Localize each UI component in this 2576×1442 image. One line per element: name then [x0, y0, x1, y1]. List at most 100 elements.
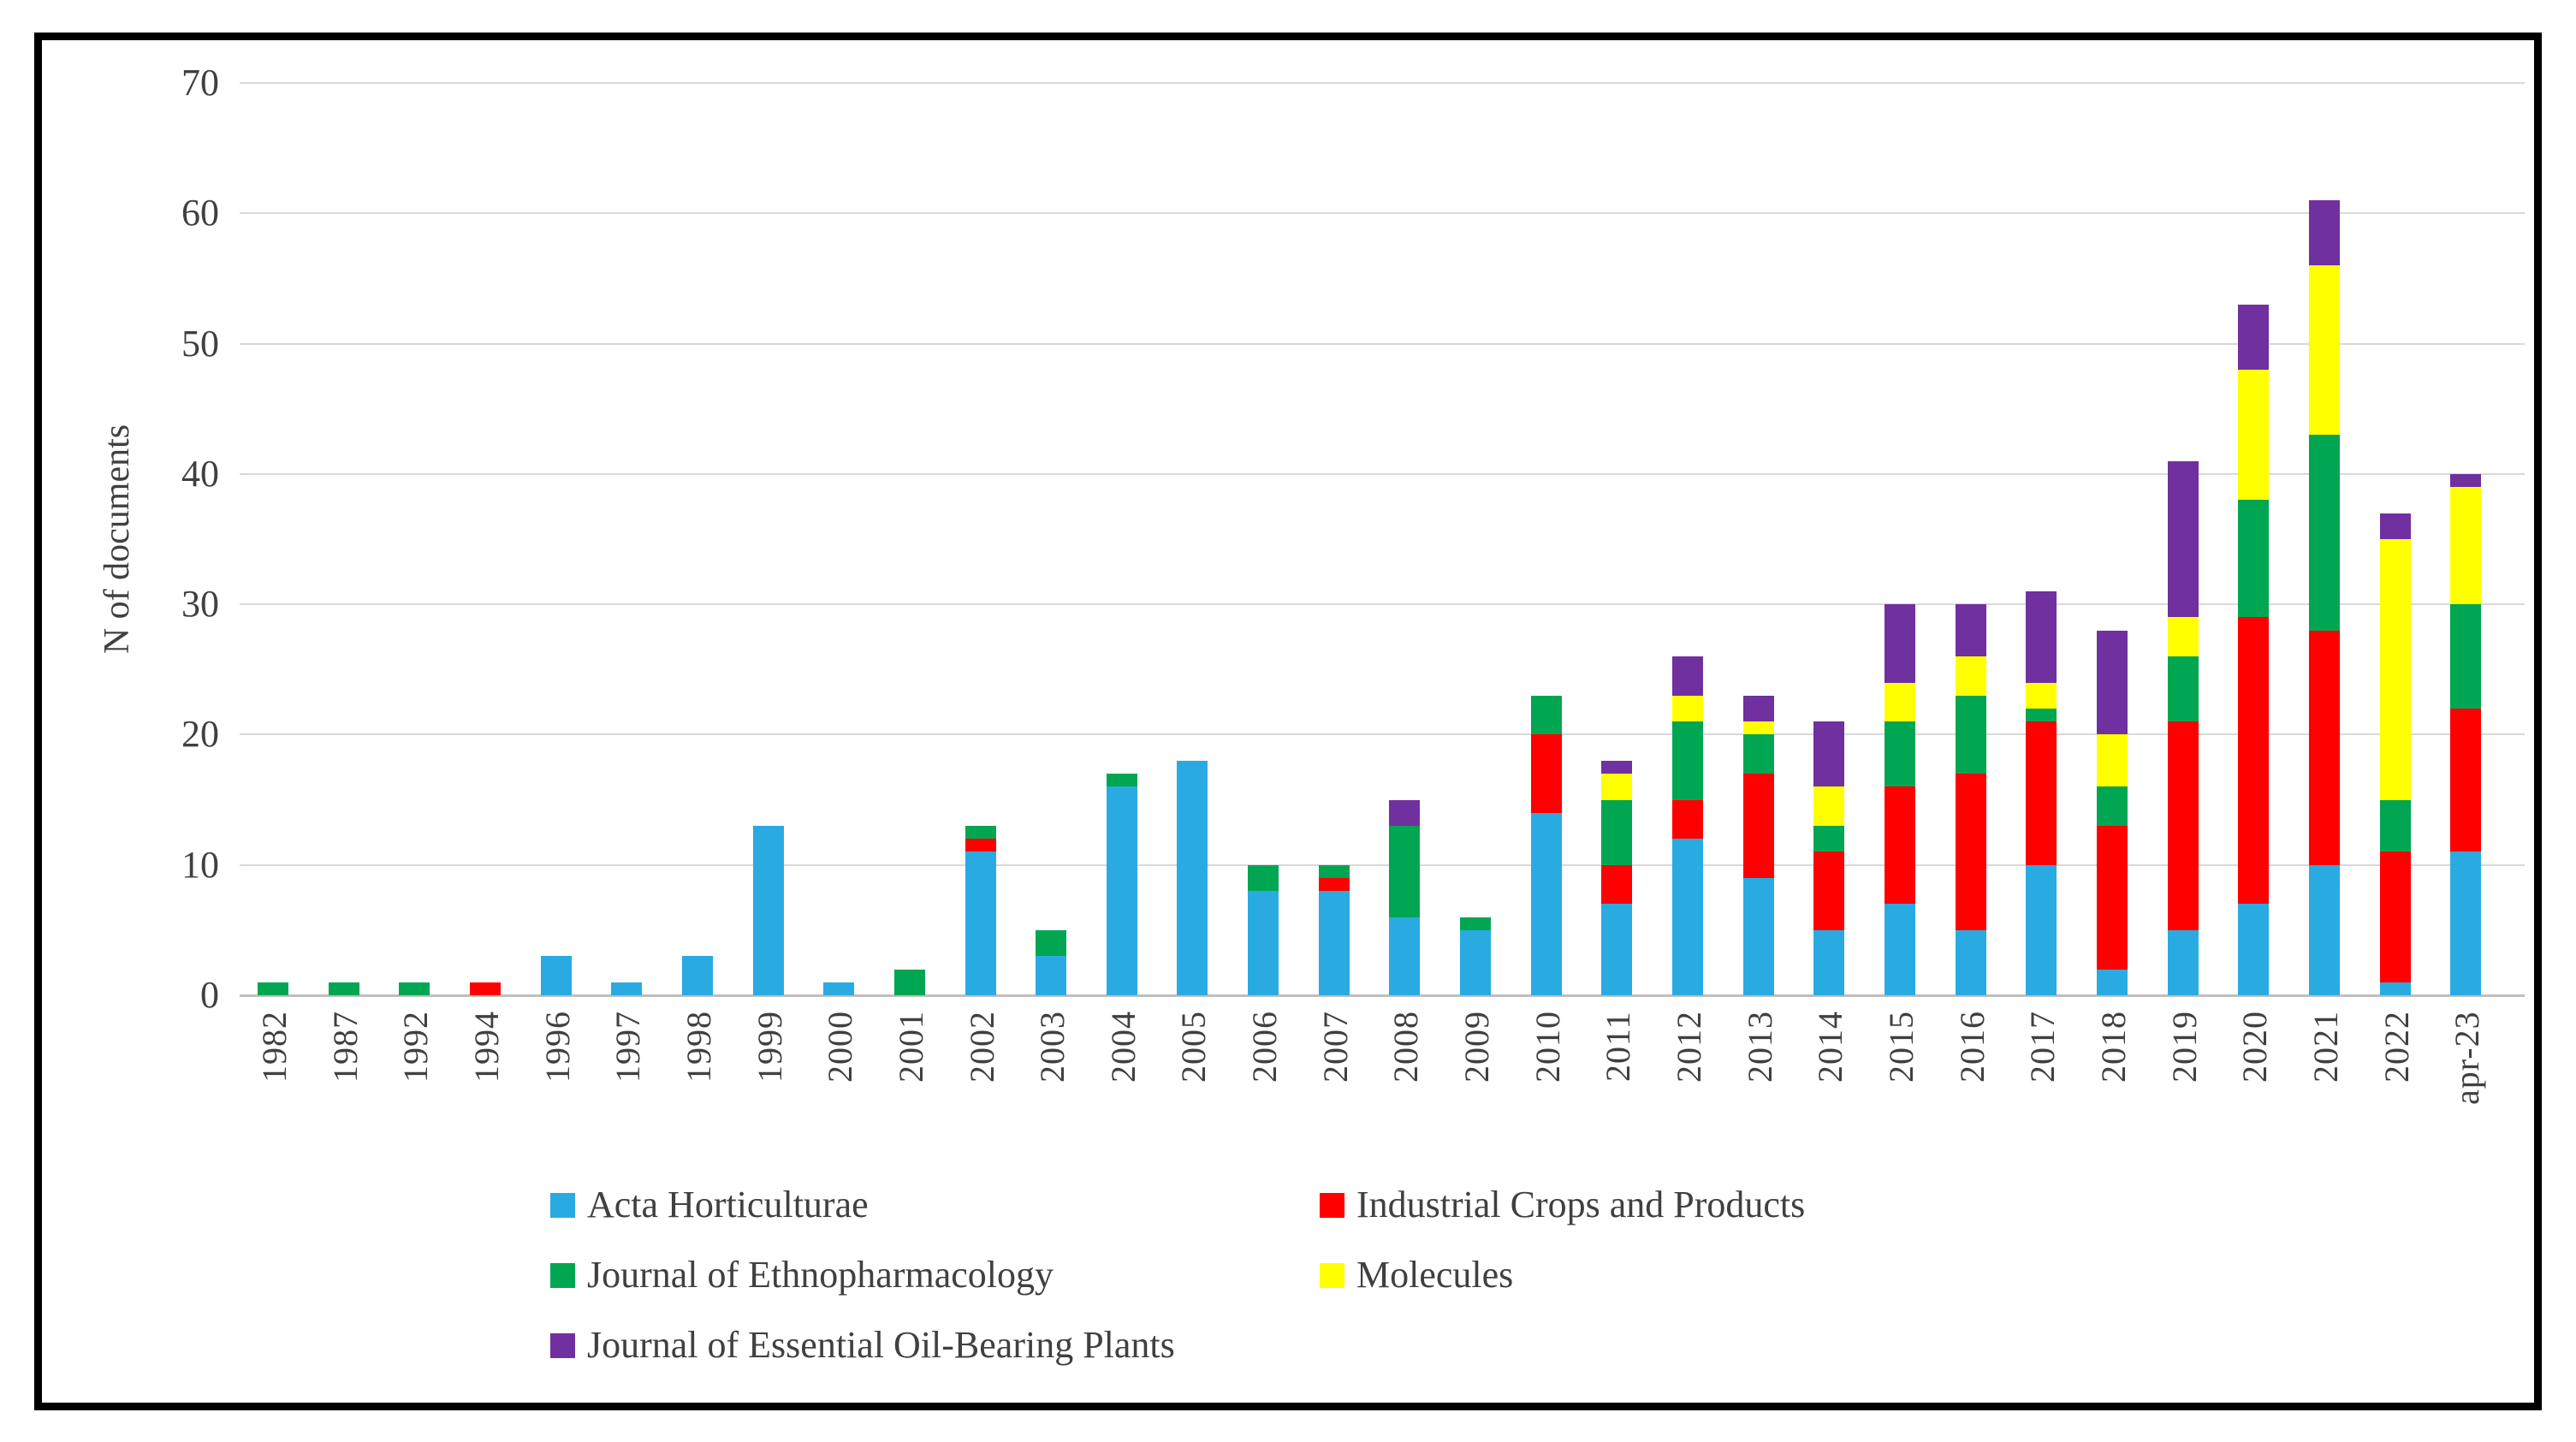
x-tick-label-2014: 2014 [1811, 1011, 1849, 1083]
bar-2013-molecules [1743, 721, 1774, 734]
bar-2021-journal-of-ethnopharmacology [2309, 435, 2340, 631]
bar-2008-journal-of-ethnopharmacology [1389, 826, 1420, 917]
bar-2006-journal-of-ethnopharmacology [1248, 865, 1279, 891]
x-tick-label-1994: 1994 [467, 1011, 506, 1083]
bar-2019-journal-of-essential-oil-bearing-plants [2168, 461, 2199, 617]
bar-2011-journal-of-ethnopharmacology [1601, 800, 1632, 865]
y-tick-label-0: 0 [200, 974, 219, 1016]
x-tick-label-1998: 1998 [680, 1011, 718, 1083]
bar-2013-journal-of-ethnopharmacology [1743, 734, 1774, 774]
bar-2022-acta-horticulturae [2380, 982, 2411, 995]
bar-2012-industrial-crops-and-products [1672, 800, 1703, 839]
bar-2010-industrial-crops-and-products [1531, 734, 1562, 813]
legend-label: Industrial Crops and Products [1356, 1184, 1806, 1225]
bar-2012-acta-horticulturae [1672, 839, 1703, 995]
bar-2016-journal-of-ethnopharmacology [1956, 696, 1986, 774]
bar-2020-journal-of-ethnopharmacology [2238, 500, 2269, 617]
bar-2019-journal-of-ethnopharmacology [2168, 656, 2199, 721]
bar-2007-industrial-crops-and-products [1319, 878, 1350, 891]
x-tick-label-apr-23: apr-23 [2448, 1011, 2486, 1105]
x-tick-label-2004: 2004 [1104, 1011, 1143, 1083]
bar-2004-acta-horticulturae [1107, 786, 1137, 995]
bar-2015-journal-of-essential-oil-bearing-plants [1885, 604, 1915, 683]
bar-2013-journal-of-essential-oil-bearing-plants [1743, 696, 1774, 721]
bar-2015-molecules [1885, 683, 1915, 721]
bar-2006-acta-horticulturae [1248, 891, 1279, 995]
bar-2016-industrial-crops-and-products [1956, 774, 1986, 930]
bar-2015-industrial-crops-and-products [1885, 786, 1915, 904]
bar-2018-journal-of-essential-oil-bearing-plants [2097, 631, 2128, 734]
bar-2012-molecules [1672, 696, 1703, 721]
bar-2002-industrial-crops-and-products [965, 839, 996, 852]
x-tick-label-1982: 1982 [255, 1011, 294, 1083]
y-tick-label-50: 50 [181, 323, 219, 365]
bar-apr-23-acta-horticulturae [2450, 852, 2481, 995]
legend-swatch-icon [550, 1332, 575, 1358]
legend-label: Journal of Ethnopharmacology [587, 1254, 1054, 1296]
y-tick-label-10: 10 [181, 844, 219, 886]
bar-2008-acta-horticulturae [1389, 917, 1420, 995]
bar-2019-molecules [2168, 617, 2199, 656]
x-tick-label-1987: 1987 [326, 1011, 365, 1083]
bar-1994-industrial-crops-and-products [470, 982, 501, 995]
bar-2002-journal-of-ethnopharmacology [965, 826, 996, 839]
bar-2012-journal-of-essential-oil-bearing-plants [1672, 656, 1703, 696]
bar-2013-acta-horticulturae [1743, 878, 1774, 995]
figure-frame [34, 33, 2542, 1410]
bar-2022-journal-of-essential-oil-bearing-plants [2380, 513, 2411, 539]
bar-2011-industrial-crops-and-products [1601, 865, 1632, 904]
x-tick-label-2021: 2021 [2306, 1011, 2345, 1083]
bar-2021-molecules [2309, 265, 2340, 435]
bar-1997-acta-horticulturae [611, 982, 642, 995]
bar-2018-acta-horticulturae [2097, 970, 2128, 995]
bar-2016-acta-horticulturae [1956, 930, 1986, 995]
bar-1996-acta-horticulturae [541, 956, 572, 995]
x-tick-label-2016: 2016 [1953, 1011, 1991, 1083]
x-tick-label-1992: 1992 [396, 1011, 435, 1083]
bar-2022-molecules [2380, 539, 2411, 800]
bar-2017-molecules [2026, 683, 2057, 709]
bar-2018-industrial-crops-and-products [2097, 826, 2128, 970]
bar-2020-molecules [2238, 370, 2269, 500]
bar-2019-industrial-crops-and-products [2168, 721, 2199, 930]
x-tick-label-2007: 2007 [1316, 1011, 1355, 1083]
gridline-50 [240, 343, 2525, 345]
x-tick-label-2001: 2001 [892, 1011, 930, 1083]
x-tick-label-2003: 2003 [1033, 1011, 1071, 1083]
legend-label: Journal of Essential Oil-Bearing Plants [587, 1324, 1175, 1366]
legend-item-journal-of-essential-oil-bearing-plants: Journal of Essential Oil-Bearing Plants [550, 1326, 1175, 1364]
bar-2020-industrial-crops-and-products [2238, 617, 2269, 904]
legend-swatch-icon [550, 1262, 575, 1288]
bar-1987-journal-of-ethnopharmacology [329, 982, 359, 995]
x-tick-label-2008: 2008 [1386, 1011, 1425, 1083]
bar-2014-journal-of-ethnopharmacology [1813, 826, 1844, 852]
x-axis-line [240, 994, 2525, 997]
bar-2017-acta-horticulturae [2026, 865, 2057, 995]
bar-2008-journal-of-essential-oil-bearing-plants [1389, 800, 1420, 826]
bar-1992-journal-of-ethnopharmacology [399, 982, 430, 995]
x-tick-label-2012: 2012 [1670, 1011, 1708, 1083]
bar-2015-acta-horticulturae [1885, 904, 1915, 995]
bar-2014-journal-of-essential-oil-bearing-plants [1813, 721, 1844, 786]
bar-2014-acta-horticulturae [1813, 930, 1844, 995]
bar-2004-journal-of-ethnopharmacology [1107, 774, 1137, 786]
x-tick-label-2013: 2013 [1741, 1011, 1779, 1083]
bar-2021-acta-horticulturae [2309, 865, 2340, 995]
bar-1998-acta-horticulturae [682, 956, 713, 995]
x-tick-label-2002: 2002 [963, 1011, 1001, 1083]
gridline-20 [240, 733, 2525, 735]
x-tick-label-2009: 2009 [1457, 1011, 1496, 1083]
bar-2022-industrial-crops-and-products [2380, 852, 2411, 982]
x-tick-label-2006: 2006 [1245, 1011, 1284, 1083]
bar-2003-acta-horticulturae [1036, 956, 1066, 995]
x-tick-label-1999: 1999 [751, 1011, 789, 1083]
bar-2001-journal-of-ethnopharmacology [894, 970, 925, 995]
gridline-10 [240, 864, 2525, 866]
gridline-70 [240, 82, 2525, 84]
bar-2007-acta-horticulturae [1319, 891, 1350, 995]
bar-2007-journal-of-ethnopharmacology [1319, 865, 1350, 878]
legend-label: Acta Horticulturae [587, 1184, 869, 1225]
bar-2016-journal-of-essential-oil-bearing-plants [1956, 604, 1986, 656]
y-tick-label-60: 60 [181, 192, 219, 234]
bar-2018-journal-of-ethnopharmacology [2097, 786, 2128, 826]
